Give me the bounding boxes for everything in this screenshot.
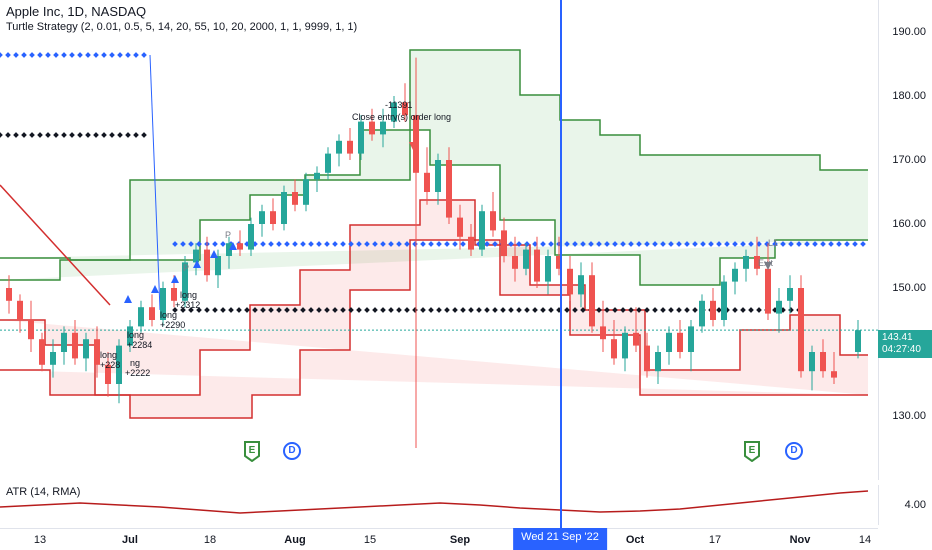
price-tick: 190.00 (892, 26, 926, 38)
chart-annotation: +2290 (160, 320, 185, 330)
chart-annotation: ng (130, 358, 140, 368)
time-tick: Jul (122, 534, 138, 546)
earnings-marker-icon[interactable]: E (243, 440, 261, 462)
atr-axis: 4.00 (878, 485, 932, 525)
atr-label[interactable]: ATR (14, RMA) (6, 486, 80, 498)
price-tick: 130.00 (892, 410, 926, 422)
time-tick: 13 (34, 534, 46, 546)
countdown: 04:27:40 (882, 344, 928, 356)
time-tick: Nov (790, 534, 811, 546)
price-tick: 150.00 (892, 282, 926, 294)
time-tick: 14 (859, 534, 871, 546)
time-tick: 15 (364, 534, 376, 546)
time-tick: Oct (626, 534, 644, 546)
chart-annotation: long (180, 290, 197, 300)
chart-annotation: -11391 (385, 100, 412, 110)
crosshair-vertical (560, 0, 562, 528)
time-highlight: Wed 21 Sep '22 (513, 528, 607, 550)
atr-tick: 4.00 (905, 499, 926, 511)
chart-annotation: +2284 (127, 340, 152, 350)
price-axis[interactable]: 130.00140.00150.00160.00170.00180.00190.… (878, 0, 932, 480)
chart-annotation: Close entry(s) order long (352, 112, 451, 122)
strategy-label[interactable]: Turtle Strategy (2, 0.01, 0.5, 5, 14, 20… (6, 21, 357, 33)
atr-chart[interactable] (0, 485, 878, 525)
time-tick: Sep (450, 534, 470, 546)
earnings-marker-icon[interactable]: E (743, 440, 761, 462)
chart-annotation: +2222 (125, 368, 150, 378)
chart-annotation: Exit (758, 258, 773, 268)
svg-text:E: E (249, 445, 256, 456)
dividend-marker-icon[interactable]: D (283, 442, 301, 460)
price-tick: 170.00 (892, 154, 926, 166)
chart-container[interactable]: Apple Inc, 1D, NASDAQ Turtle Strategy (2… (0, 0, 932, 550)
chart-annotation: long (160, 310, 177, 320)
chart-annotation: long (100, 350, 117, 360)
chart-annotation: L1 (768, 238, 778, 248)
chart-annotation: +228 (100, 360, 120, 370)
time-tick: 18 (204, 534, 216, 546)
last-price: 143.41 (882, 332, 928, 344)
chart-annotation: +2312 (175, 300, 200, 310)
chart-annotation: P (225, 230, 231, 240)
time-tick: 17 (709, 534, 721, 546)
symbol-title[interactable]: Apple Inc, 1D, NASDAQ (6, 4, 357, 19)
chart-header: Apple Inc, 1D, NASDAQ Turtle Strategy (2… (6, 4, 357, 33)
price-tick: 180.00 (892, 90, 926, 102)
time-axis[interactable]: 13 Jul 18 Aug 15 Sep Wed 21 Sep '22 Oct 17 Nov 14 (0, 528, 878, 550)
svg-text:E: E (749, 445, 756, 456)
dividend-marker-icon[interactable]: D (785, 442, 803, 460)
chart-annotation: P (183, 263, 189, 273)
time-tick: Aug (284, 534, 305, 546)
last-price-tag: 143.41 04:27:40 (878, 330, 932, 358)
price-tick: 160.00 (892, 218, 926, 230)
chart-annotation: long (127, 330, 144, 340)
price-chart[interactable] (0, 0, 878, 480)
